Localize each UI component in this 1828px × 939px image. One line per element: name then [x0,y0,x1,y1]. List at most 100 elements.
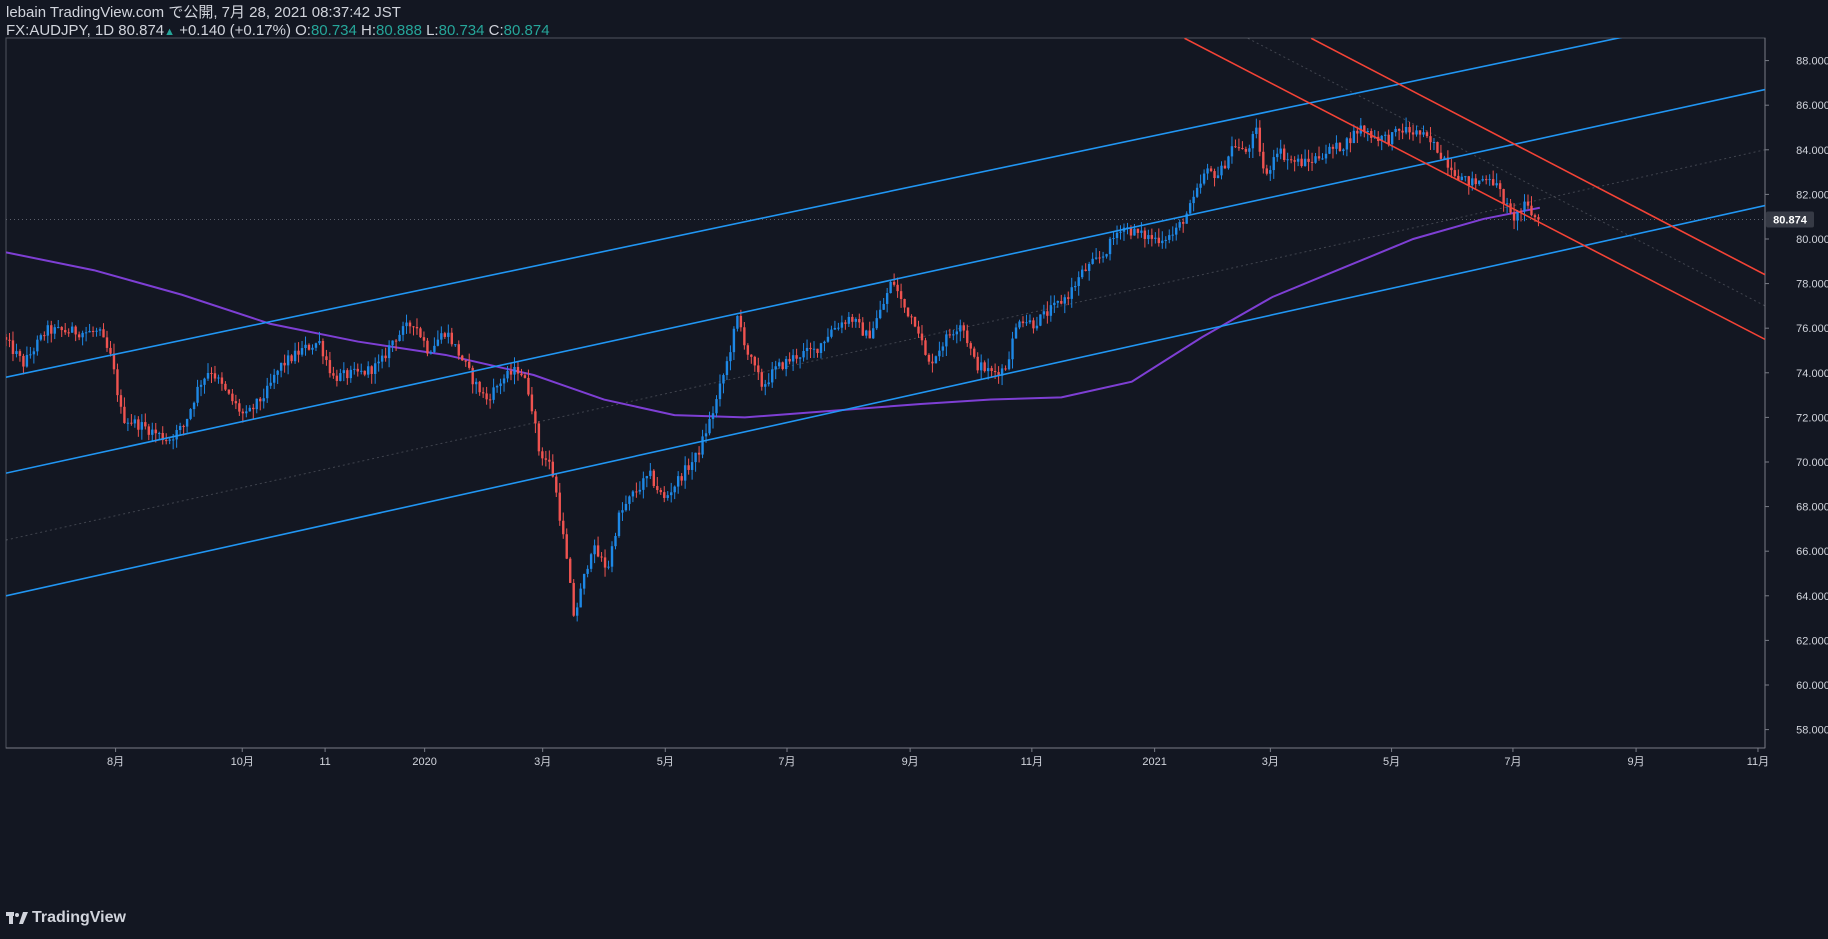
candle[interactable] [1453,162,1457,178]
candle[interactable] [959,319,962,342]
candle[interactable] [784,355,788,377]
ohlc-legend[interactable]: FX:AUDJPY, 1D 80.874▲ +0.140 (+0.17%) O:… [6,22,550,41]
tradingview-logo[interactable]: TradingView [6,909,126,927]
candle[interactable] [771,361,774,388]
candle[interactable] [1216,166,1220,179]
candle[interactable] [158,431,161,439]
candle[interactable] [882,298,885,311]
candle[interactable] [1429,127,1432,150]
candle[interactable] [318,331,321,346]
candle[interactable] [1077,271,1080,296]
candle[interactable] [1526,194,1530,209]
candle[interactable] [924,337,927,356]
candle[interactable] [43,331,46,341]
candle[interactable] [509,362,513,381]
candle[interactable] [666,491,669,501]
candle[interactable] [663,486,666,503]
candle[interactable] [227,389,231,395]
candle[interactable] [478,380,481,396]
candle[interactable] [1067,291,1070,306]
candle[interactable] [1042,304,1046,319]
candle[interactable] [39,333,43,342]
candle[interactable] [1032,317,1035,334]
candle[interactable] [812,341,816,359]
candle[interactable] [1481,175,1484,182]
candle[interactable] [1230,136,1234,164]
candle[interactable] [1265,164,1268,176]
candle[interactable] [1516,210,1519,231]
candle[interactable] [454,344,457,347]
candle[interactable] [683,456,687,489]
candle[interactable] [1321,153,1324,160]
candle[interactable] [1070,277,1073,308]
candle[interactable] [11,331,15,362]
candle[interactable] [673,485,676,500]
candle[interactable] [349,365,352,383]
candle[interactable] [1338,142,1342,152]
candle[interactable] [137,416,140,437]
candle[interactable] [1432,138,1436,151]
candle[interactable] [1213,168,1216,187]
candle[interactable] [1087,261,1091,281]
candle[interactable] [941,342,945,358]
candle[interactable] [412,326,415,336]
candle[interactable] [1115,225,1119,245]
candle[interactable] [617,510,621,538]
candle[interactable] [990,365,993,378]
candle[interactable] [1227,155,1230,170]
upper-channel-top[interactable] [6,36,1628,379]
candle[interactable] [1171,226,1174,242]
candle[interactable] [1112,231,1115,245]
candle[interactable] [1244,146,1248,155]
candle[interactable] [140,414,144,440]
candle[interactable] [328,351,332,378]
candle[interactable] [948,328,952,339]
candle[interactable] [293,342,297,364]
candle[interactable] [1411,124,1415,141]
candle[interactable] [1178,219,1181,231]
candle[interactable] [1192,190,1195,212]
candle[interactable] [8,332,11,348]
candle[interactable] [1101,251,1105,263]
candle[interactable] [1234,139,1237,149]
candle[interactable] [610,541,614,573]
candle[interactable] [1220,161,1223,180]
candle[interactable] [502,374,506,392]
candle[interactable] [422,331,426,348]
candle[interactable] [126,418,130,432]
candle[interactable] [1021,316,1025,328]
candle[interactable] [732,326,736,361]
candle[interactable] [245,405,248,418]
candle[interactable] [196,379,199,407]
candle[interactable] [837,322,840,331]
trend-lines[interactable] [6,36,1765,597]
candle[interactable] [1422,125,1425,138]
candle[interactable] [861,317,864,336]
candle[interactable] [468,353,471,370]
candle[interactable] [1168,229,1171,244]
candle[interactable] [1446,150,1450,177]
candle[interactable] [1293,156,1296,172]
candle[interactable] [314,342,318,352]
candle[interactable] [1523,194,1526,222]
candle[interactable] [934,355,938,364]
candle[interactable] [1491,170,1495,186]
candle[interactable] [1147,229,1150,245]
candle[interactable] [795,348,798,364]
candle[interactable] [356,363,359,377]
candle[interactable] [777,358,781,369]
candle[interactable] [645,475,649,488]
candle[interactable] [1390,132,1394,151]
candle[interactable] [753,355,757,372]
candle[interactable] [102,323,105,338]
candle[interactable] [725,356,729,381]
candle[interactable] [729,345,732,371]
candle[interactable] [436,330,440,347]
candle[interactable] [889,280,892,294]
candle[interactable] [1056,300,1060,308]
candle[interactable] [530,386,534,415]
candle[interactable] [1286,152,1289,170]
candle[interactable] [1188,199,1192,214]
downtrend-guide[interactable] [1247,38,1765,307]
candle[interactable] [676,471,680,494]
